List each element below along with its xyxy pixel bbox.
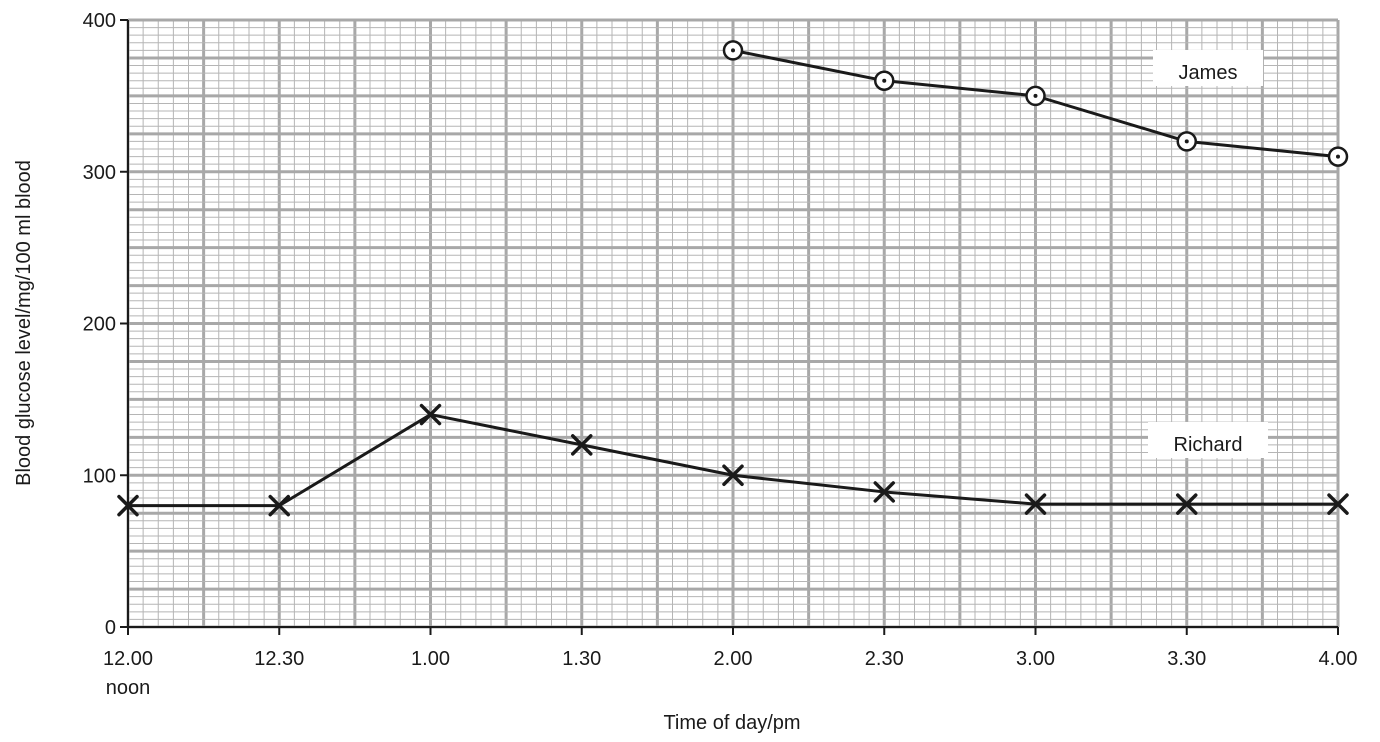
series-label-bg (1153, 50, 1263, 86)
y-tick-label: 200 (83, 314, 116, 336)
x-tick-label: 12.30 (254, 648, 304, 670)
series-james (722, 40, 1349, 167)
x-tick-label: 2.00 (714, 648, 753, 670)
x-tick-label: 1.30 (562, 648, 601, 670)
x-tick-label: 2.30 (865, 648, 904, 670)
data-point-cross (1176, 493, 1198, 515)
series-label-james: James (1179, 62, 1238, 84)
x-tick-sublabel: noon (106, 677, 151, 699)
x-tick-label: 3.00 (1016, 648, 1055, 670)
y-axis-title: Blood glucose level/mg/100 ml blood (13, 160, 35, 486)
data-point-cross (1327, 493, 1349, 515)
data-series (117, 40, 1349, 517)
series-richard (117, 403, 1349, 517)
y-tick-label: 0 (105, 617, 116, 639)
x-axis-title: Time of day/pm (663, 712, 800, 734)
data-point-cross (571, 434, 593, 456)
grid (126, 18, 1340, 629)
x-tick-label: 1.00 (411, 648, 450, 670)
data-point-dot (1184, 139, 1189, 144)
x-tick-label: 3.30 (1167, 648, 1206, 670)
data-point-cross (117, 494, 139, 517)
series-label-richard: Richard (1174, 434, 1243, 456)
data-point-cross (268, 494, 290, 517)
data-point-dot (731, 48, 735, 53)
y-tick-label: 400 (83, 10, 116, 32)
series-labels: James Richard (1148, 50, 1268, 458)
data-point-cross (419, 403, 442, 426)
y-tick-label: 300 (83, 162, 116, 184)
data-point-dot (882, 78, 887, 83)
data-point-cross (722, 464, 744, 486)
x-tick-label: 12.00 (103, 648, 153, 670)
series-label-bg (1148, 422, 1268, 458)
data-point-cross (1024, 493, 1047, 515)
axes (120, 19, 1339, 635)
data-point-cross (873, 481, 895, 503)
data-point-dot (1033, 93, 1038, 98)
data-point-dot (1336, 154, 1340, 159)
x-tick-label: 4.00 (1319, 648, 1358, 670)
y-tick-label: 100 (83, 465, 116, 487)
tick-labels: 0 100 200 300 400 12.00 noon 12.30 1.00 1.30 2.00 2… (83, 10, 1358, 699)
